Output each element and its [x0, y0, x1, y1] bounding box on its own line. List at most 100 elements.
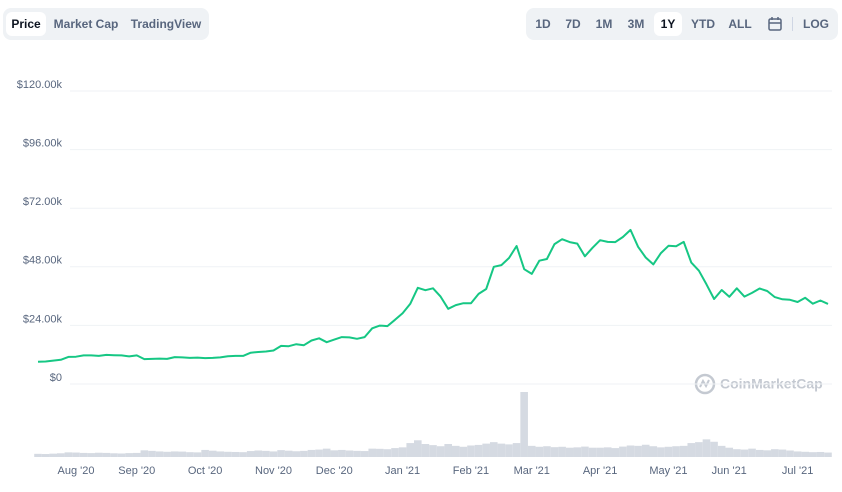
x-tick-label: May '21	[649, 465, 687, 477]
volume-bar	[641, 444, 650, 457]
y-tick-label: $48.00k	[23, 255, 63, 267]
log-button[interactable]: LOG	[803, 17, 829, 31]
volume-bar	[702, 439, 711, 457]
volume-bar	[322, 448, 331, 457]
volume-bar	[353, 450, 361, 457]
volume-bar	[383, 449, 392, 457]
volume-bar	[626, 445, 635, 457]
y-tick-label: $72.00k	[23, 196, 63, 208]
calendar-icon[interactable]	[767, 16, 783, 32]
volume-bar	[489, 442, 498, 457]
volume-bar	[284, 450, 293, 457]
volume-bar	[79, 452, 88, 457]
volume-bar	[603, 447, 612, 457]
volume-bar	[467, 445, 475, 457]
volume-bar	[520, 392, 528, 457]
volume-bar	[345, 450, 354, 457]
range-button[interactable]: 1Y	[654, 12, 682, 36]
x-tick-label: Apr '21	[583, 465, 618, 477]
volume-bar	[679, 445, 688, 457]
range-button[interactable]: 3M	[627, 17, 645, 31]
volume-bar	[505, 444, 513, 457]
x-tick-label: Oct '20	[188, 465, 223, 477]
volume-bar	[376, 448, 384, 457]
volume-bar	[406, 443, 415, 457]
volume-bar	[155, 451, 164, 457]
x-tick-label: Nov '20	[255, 465, 292, 477]
x-tick-label: Feb '21	[453, 465, 489, 477]
x-tick-label: Dec '20	[316, 465, 353, 477]
watermark: CoinMarketCap	[694, 373, 823, 395]
x-tick-label: Aug '20	[57, 465, 94, 477]
volume-bar	[307, 449, 316, 457]
volume-bar	[125, 453, 133, 457]
x-tick-label: Jan '21	[385, 465, 420, 477]
range-button[interactable]: 1D	[535, 17, 551, 31]
volume-bar	[672, 446, 680, 457]
volume-bar	[482, 443, 490, 457]
volume-bar	[687, 443, 696, 457]
range-toggle: LOG 1D 7D 1M 3M 1Y YTD ALL	[526, 8, 838, 40]
volume-bar	[49, 453, 57, 457]
volume-bar	[292, 451, 301, 457]
volume-bar	[596, 447, 604, 457]
volume-bar	[444, 444, 452, 457]
volume-bar	[786, 450, 794, 457]
volume-bar	[497, 443, 506, 457]
volume-bar	[793, 451, 802, 457]
volume-bar	[535, 446, 544, 457]
x-tick-label: Sep '20	[118, 465, 155, 477]
range-button[interactable]: ALL	[728, 17, 752, 31]
volume-bar	[269, 451, 278, 457]
view-button[interactable]: Market Cap	[53, 17, 119, 31]
x-tick-label: Jul '21	[782, 465, 813, 477]
volume-bar	[360, 451, 369, 457]
volume-bar	[748, 448, 756, 457]
view-toggle: Price Market Cap TradingView	[3, 8, 209, 40]
volume-bar	[368, 448, 377, 457]
volume-bar	[246, 451, 255, 457]
volume-bar	[110, 453, 118, 457]
volume-bar	[170, 451, 179, 457]
volume-bar	[436, 446, 445, 457]
volume-bar	[391, 448, 399, 457]
volume-bar	[94, 452, 103, 457]
volume-bar	[778, 449, 787, 457]
volume-bar	[239, 452, 247, 457]
volume-bar	[809, 452, 817, 457]
volume-bar	[710, 441, 718, 457]
view-button[interactable]: Price	[6, 12, 46, 36]
volume-bar	[740, 449, 749, 457]
volume-bar	[224, 451, 232, 457]
volume-bar	[87, 453, 95, 457]
volume-bar	[619, 446, 627, 457]
volume-bar	[201, 449, 209, 457]
view-button[interactable]: TradingView	[130, 17, 202, 31]
volume-bar	[186, 452, 194, 457]
watermark-text: CoinMarketCap	[720, 376, 823, 392]
range-button[interactable]: YTD	[691, 17, 715, 31]
volume-bar	[231, 451, 240, 457]
volume-bar	[611, 448, 620, 457]
volume-bar	[254, 450, 263, 457]
y-tick-label: $24.00k	[23, 313, 63, 325]
range-button[interactable]: 1M	[595, 17, 613, 31]
volume-bar	[733, 449, 741, 457]
volume-bar	[527, 445, 536, 457]
y-tick-label: $0	[50, 372, 62, 384]
range-button[interactable]: 7D	[565, 17, 581, 31]
volume-bar	[581, 446, 589, 457]
volume-bar	[717, 445, 726, 457]
volume-bar	[816, 451, 825, 457]
volume-bar	[34, 453, 42, 457]
volume-bar	[695, 442, 703, 457]
volume-bar	[763, 450, 772, 457]
volume-bar	[414, 440, 422, 457]
volume-bar	[588, 447, 597, 457]
volume-bar	[216, 451, 225, 457]
volume-bar	[421, 444, 430, 457]
volume-bar	[429, 445, 437, 457]
volume-bar	[451, 445, 460, 457]
